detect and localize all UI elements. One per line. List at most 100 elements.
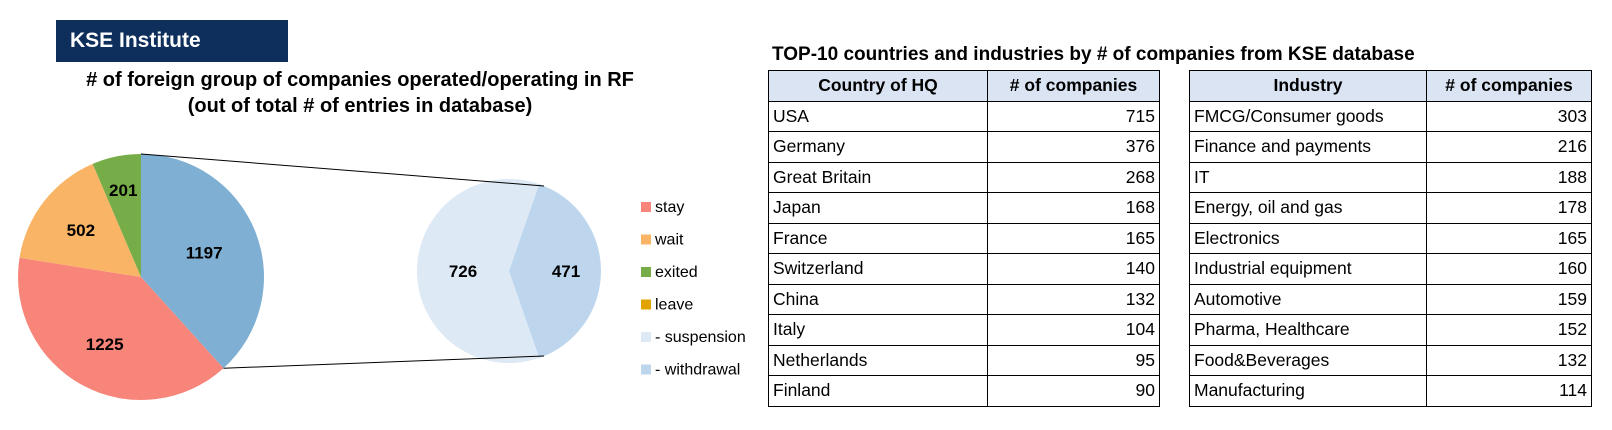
industry-name-cell: Electronics: [1189, 222, 1427, 254]
industry-table-row: Electronics 165: [1189, 222, 1592, 254]
legend-label-5: - withdrawal: [655, 362, 740, 379]
country-name-cell: Switzerland: [768, 253, 988, 285]
country-table-row: Great Britain 268: [768, 161, 1160, 193]
legend-label-0: stay: [655, 199, 684, 216]
pie-slice-label-exited: 201: [109, 181, 137, 200]
country-table-row: Japan 168: [768, 192, 1160, 224]
country-table-row: Switzerland 140: [768, 253, 1160, 285]
pie-slice-label-wait: 502: [67, 221, 95, 240]
country-count-cell: 268: [987, 161, 1160, 193]
industry-name-cell: Pharma, Healthcare: [1189, 314, 1427, 346]
country-count-cell: 715: [987, 100, 1160, 132]
pie-title-line-1: # of foreign group of companies operated…: [86, 69, 634, 91]
legend-swatch-4: [641, 332, 651, 342]
industry-name-cell: FMCG/Consumer goods: [1189, 100, 1427, 132]
country-name-cell: China: [768, 283, 988, 315]
industry-table-row: Manufacturing 114: [1189, 375, 1592, 407]
country-name-cell: Finland: [768, 375, 988, 407]
industry-count-cell: 132: [1426, 344, 1592, 376]
industry-name-cell: Industrial equipment: [1189, 253, 1427, 285]
country-name-cell: Japan: [768, 192, 988, 224]
country-table-row: China 132: [768, 283, 1160, 315]
country-table-row: Netherlands 95: [768, 344, 1160, 376]
industry-name-cell: Food&Beverages: [1189, 344, 1427, 376]
industry-table-row: Energy, oil and gas 178: [1189, 192, 1592, 224]
breakout-slice-suspension: [417, 178, 540, 363]
industry-table: Industry # of companies FMCG/Consumer go…: [1189, 70, 1592, 407]
pie-chart-title: # of foreign group of companies operated…: [30, 67, 690, 119]
industry-table-row: Industrial equipment 160: [1189, 253, 1592, 285]
country-table-row: USA 715: [768, 100, 1160, 132]
industry-table-row: Food&Beverages 132: [1189, 344, 1592, 376]
industry-count-cell: 165: [1426, 222, 1592, 254]
country-table-row: Italy 104: [768, 314, 1160, 346]
legend-label-4: - suspension: [655, 329, 746, 346]
country-count-cell: 168: [987, 192, 1160, 224]
country-table: Country of HQ # of companies USA 715 Germa…: [768, 70, 1160, 407]
country-name-cell: Great Britain: [768, 161, 988, 193]
industry-name-cell: Manufacturing: [1189, 375, 1427, 407]
industry-count-cell: 188: [1426, 161, 1592, 193]
country-header: Country of HQ: [768, 70, 988, 102]
industry-table-header-row: Industry # of companies: [1189, 70, 1592, 102]
industry-count-cell: 159: [1426, 283, 1592, 315]
pie-slice-label-stay: 1225: [86, 335, 124, 354]
industry-count-header: # of companies: [1426, 70, 1592, 102]
industry-name-cell: Automotive: [1189, 283, 1427, 315]
legend-swatch-5: [641, 364, 651, 375]
pie-slice-leave: [141, 154, 264, 369]
legend-label-1: wait: [654, 232, 684, 249]
pie-slice-exited: [92, 154, 141, 277]
industry-table-row: IT 188: [1189, 161, 1592, 193]
industry-table-row: Automotive 159: [1189, 283, 1592, 315]
breakout-slice-withdrawal: [509, 184, 601, 358]
connector-line-bottom: [223, 355, 545, 369]
industry-count-cell: 303: [1426, 100, 1592, 132]
industry-table-row: FMCG/Consumer goods 303: [1189, 100, 1592, 132]
industry-count-cell: 178: [1426, 192, 1592, 224]
pie-slice-wait: [19, 163, 142, 277]
country-count-cell: 140: [987, 253, 1160, 285]
pie-title-line-2: (out of total # of entries in database): [187, 95, 533, 117]
legend-swatch-2: [641, 267, 651, 277]
pie-slice-stay: [17, 257, 224, 400]
country-count-cell: 376: [987, 131, 1160, 163]
connector-line-top: [140, 153, 545, 187]
industry-name-cell: Finance and payments: [1189, 131, 1427, 163]
country-name-cell: Netherlands: [768, 344, 988, 376]
legend-swatch-0: [641, 202, 651, 212]
pie-chart: 1197 1225 502 201 726 471 stay wait exited leave -…: [17, 153, 746, 400]
industry-count-cell: 152: [1426, 314, 1592, 346]
country-table-header-row: Country of HQ # of companies: [768, 70, 1160, 102]
country-name-cell: France: [768, 222, 988, 254]
pie-slice-label-leave: 1197: [186, 244, 223, 263]
country-name-cell: Germany: [768, 131, 988, 163]
country-count-cell: 132: [987, 283, 1160, 315]
legend-label-3: leave: [655, 297, 693, 314]
tables-title: TOP-10 countries and industries by # of …: [772, 44, 1415, 65]
country-name-cell: USA: [768, 100, 988, 132]
industry-count-cell: 114: [1426, 375, 1592, 407]
industry-table-row: Finance and payments 216: [1189, 131, 1592, 163]
country-count-cell: 95: [987, 344, 1160, 376]
brand-banner: KSE Institute: [56, 20, 288, 62]
industry-count-cell: 160: [1426, 253, 1592, 285]
industry-name-cell: Energy, oil and gas: [1189, 192, 1427, 224]
country-table-row: Germany 376: [768, 131, 1160, 163]
industry-name-cell: IT: [1189, 161, 1427, 193]
country-count-header: # of companies: [987, 70, 1160, 102]
country-count-cell: 104: [987, 314, 1160, 346]
breakout-label-suspension: 726: [449, 262, 477, 281]
country-count-cell: 90: [987, 375, 1160, 407]
industry-table-row: Pharma, Healthcare 152: [1189, 314, 1592, 346]
country-count-cell: 165: [987, 222, 1160, 254]
industry-header: Industry: [1189, 70, 1427, 102]
country-name-cell: Italy: [768, 314, 988, 346]
legend-label-2: exited: [655, 264, 698, 281]
legend-swatch-3: [641, 299, 651, 310]
legend-swatch-1: [641, 234, 651, 245]
breakout-label-withdrawal: 471: [552, 262, 580, 281]
country-table-row: France 165: [768, 222, 1160, 254]
industry-count-cell: 216: [1426, 131, 1592, 163]
country-table-row: Finland 90: [768, 375, 1160, 407]
